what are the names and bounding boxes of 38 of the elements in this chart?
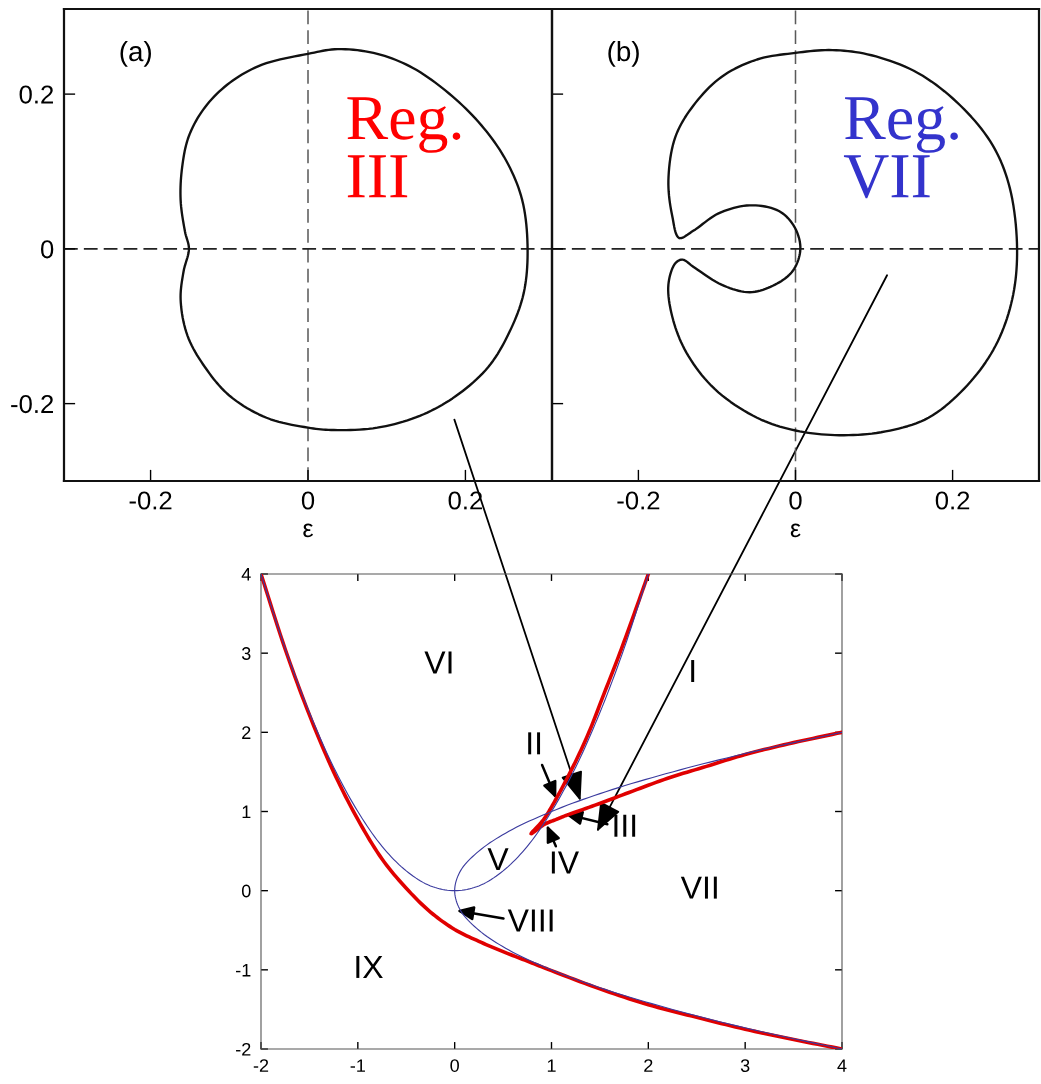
annotation: VIII: [507, 909, 553, 932]
x-tick-label: 1: [547, 1059, 556, 1072]
annotation: Reg. VII: [843, 97, 958, 199]
x-tick-label: -0.2: [129, 491, 172, 510]
x-tick-label: 0: [450, 1059, 459, 1072]
x-tick-label: 0: [789, 491, 802, 510]
y-tick-label: 0: [241, 884, 251, 898]
y-tick-label: 3: [241, 647, 251, 660]
annotation: II: [528, 732, 541, 755]
y-tick-label: 0.2: [19, 85, 53, 104]
y-tick-label: -2: [236, 1042, 251, 1056]
annotation: III: [614, 814, 636, 837]
x-tick-label: 0.2: [448, 491, 482, 510]
text: (b): [608, 40, 639, 67]
x-tick-label: 3: [740, 1059, 750, 1072]
annotation: IV: [551, 851, 579, 874]
y-tick-label: -1: [236, 963, 251, 977]
text: (a): [120, 40, 151, 67]
y-tick-label: 1: [242, 805, 251, 819]
y-tick-label: 2: [242, 726, 251, 739]
annotation: IX: [356, 955, 383, 978]
x-tick-label: -2: [253, 1059, 269, 1072]
annotation: V: [487, 848, 509, 871]
x-tick-label: -1: [350, 1059, 365, 1072]
x-tick-label: 4: [837, 1059, 847, 1072]
annotation: I: [691, 660, 695, 683]
x-tick-label: 0: [301, 491, 315, 510]
x-axis-title: ε: [303, 523, 314, 538]
annotation: VII: [680, 876, 717, 899]
y-tick-label: 4: [241, 568, 251, 581]
x-tick-label: 0.2: [935, 491, 970, 510]
y-tick-label: -0.2: [11, 394, 53, 414]
annotation: VI: [424, 651, 452, 674]
x-tick-label: -0.2: [617, 491, 660, 510]
x-tick-label: 2: [644, 1059, 653, 1072]
y-tick-label: 0: [40, 240, 54, 259]
x-axis-title: ε: [790, 523, 801, 538]
annotation: Reg. III: [347, 97, 461, 198]
